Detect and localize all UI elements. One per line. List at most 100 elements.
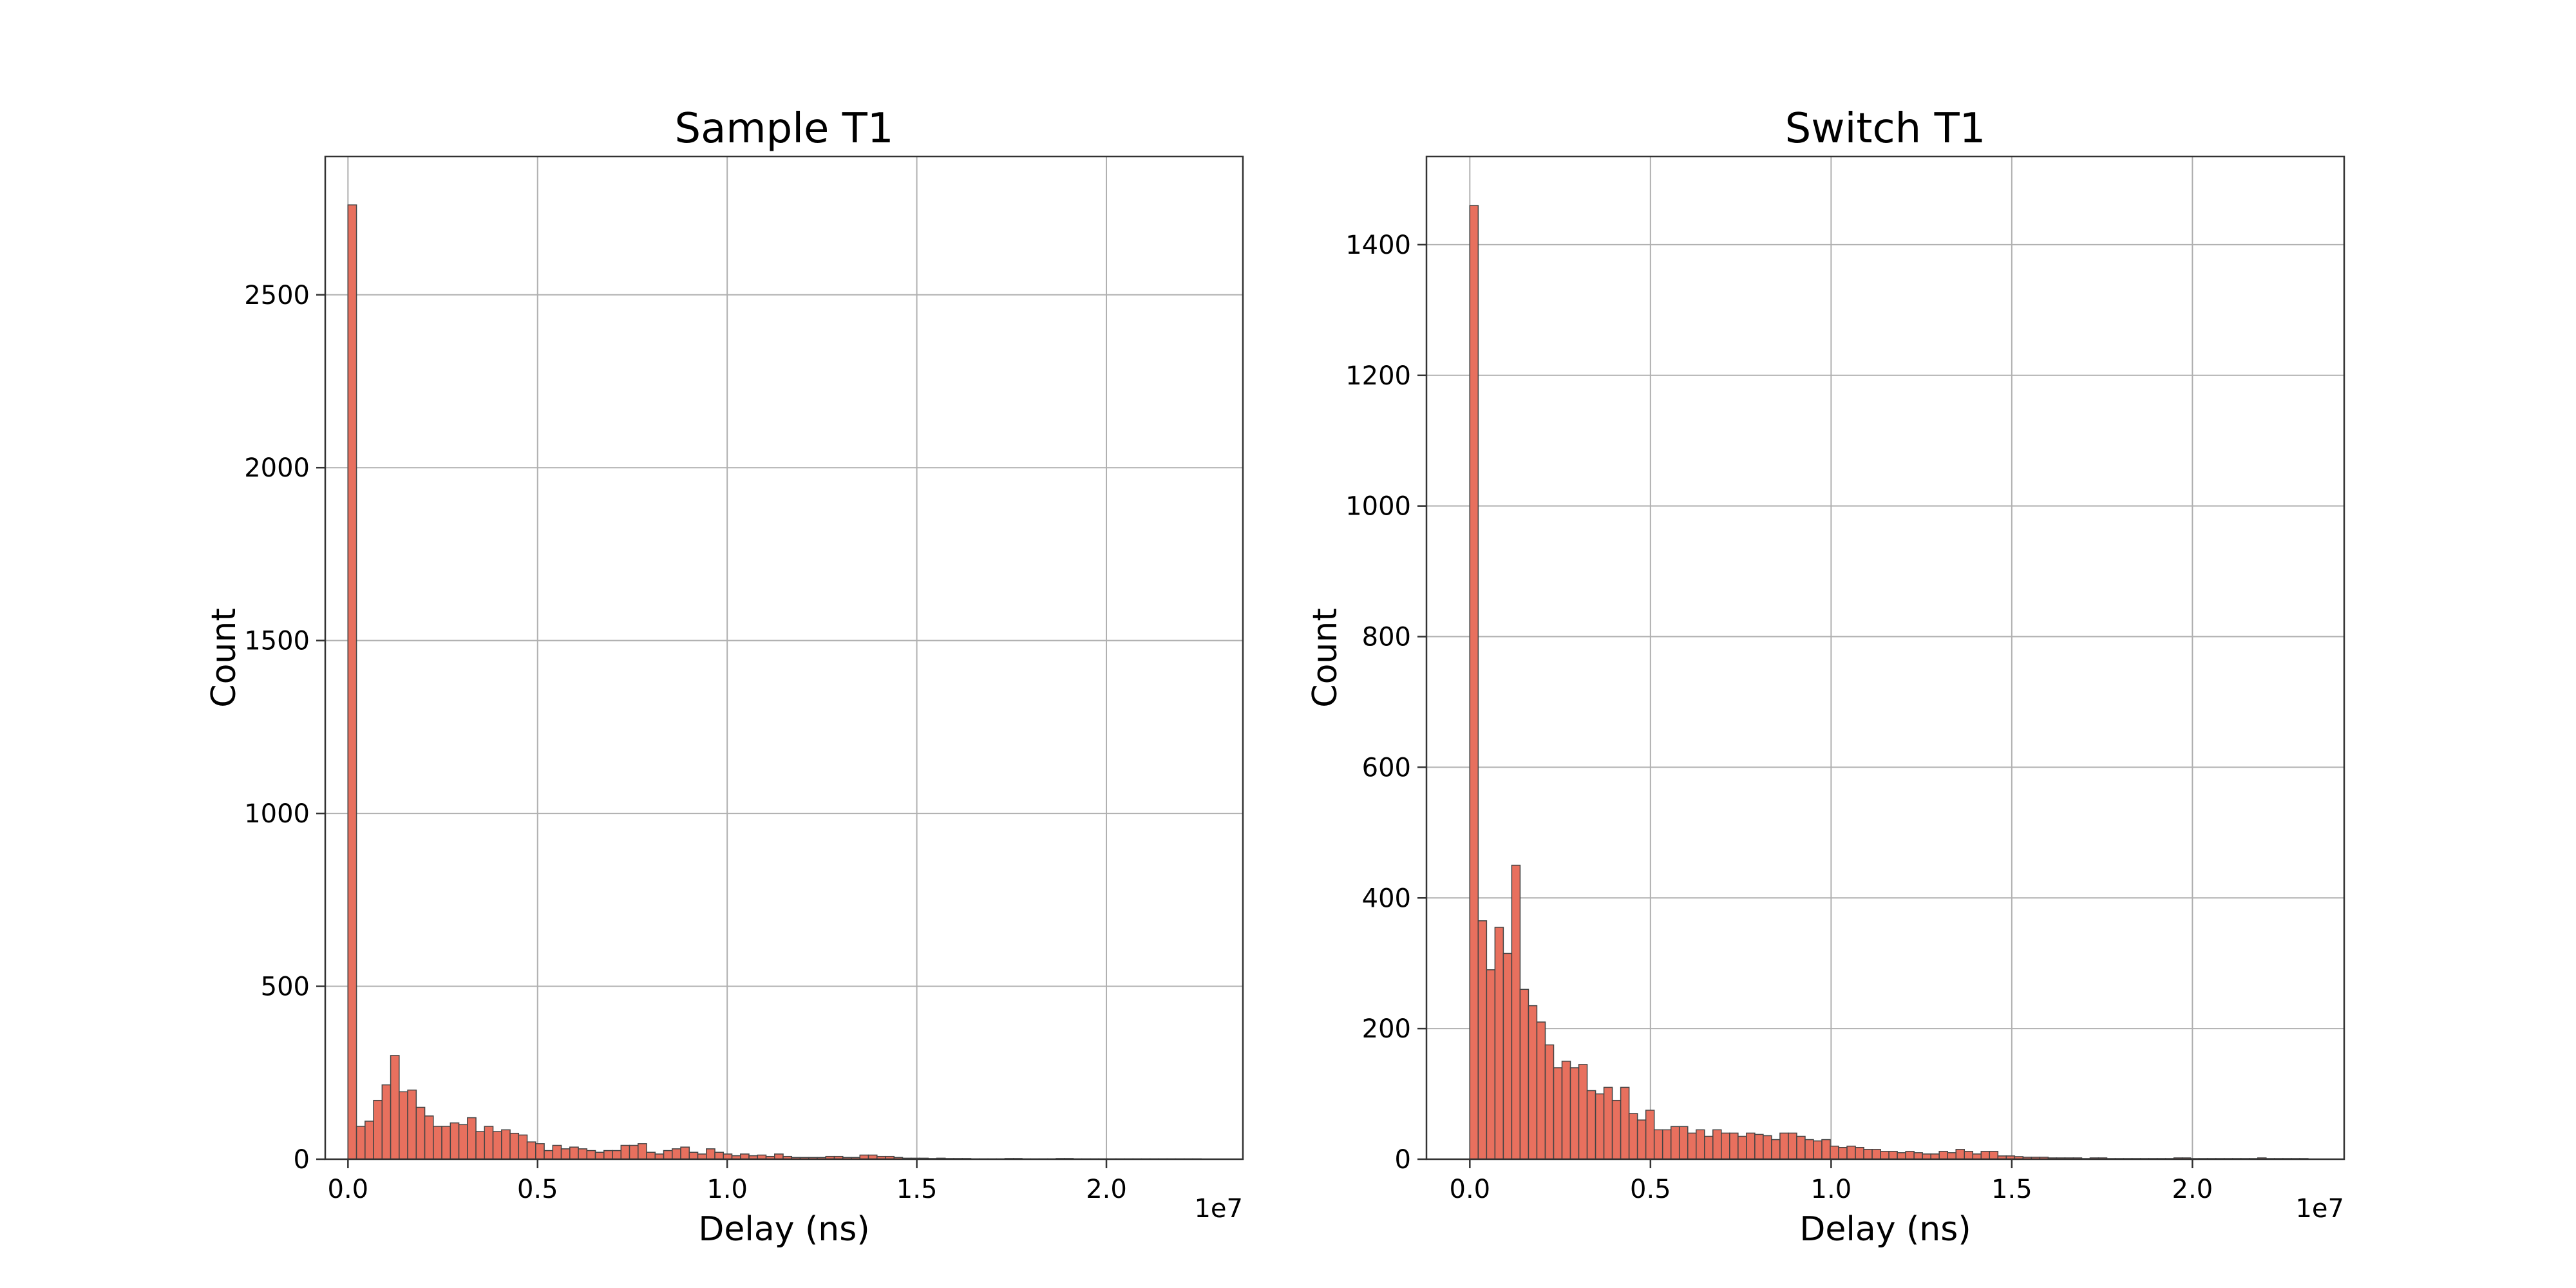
switch-t1-bar <box>1838 1146 1848 1160</box>
sample-t1-bar <box>450 1122 460 1160</box>
sample-t1-ytick-label: 500 <box>261 972 310 1002</box>
switch-t1-bar <box>1938 1151 1948 1160</box>
switch-t1-bar <box>1695 1129 1705 1160</box>
switch-t1-xtick-label: 1.5 <box>1991 1175 2032 1204</box>
switch-t1-ytick-label: 1200 <box>1345 361 1411 391</box>
switch-t1-bar <box>1678 1126 1689 1160</box>
switch-t1-ytick-label: 400 <box>1362 884 1411 913</box>
switch-t1-ytick-label: 600 <box>1362 753 1411 782</box>
sample-t1-bar <box>594 1151 605 1160</box>
switch-t1-xtick-label: 0.0 <box>1450 1175 1491 1204</box>
switch-t1-bar <box>1964 1151 1974 1160</box>
switch-t1-bar <box>1636 1119 1647 1160</box>
switch-t1-bar <box>1586 1090 1596 1160</box>
sample-t1-ytick-label: 2000 <box>244 453 310 483</box>
switch-t1-bar <box>1662 1129 1672 1160</box>
switch-t1-bar <box>1855 1146 1864 1160</box>
switch-t1-bar <box>1687 1132 1697 1160</box>
switch-t1-bar <box>1721 1132 1730 1160</box>
sample-t1-bar <box>484 1126 494 1160</box>
switch-t1-bar <box>1578 1064 1588 1160</box>
sample-t1-bar <box>646 1151 656 1160</box>
switch-t1-bar <box>1511 864 1521 1160</box>
switch-t1-bar <box>1779 1132 1789 1160</box>
switch-t1-bar <box>1980 1151 1991 1160</box>
sample-t1-bar <box>629 1144 639 1160</box>
switch-t1-bar <box>1528 1005 1538 1160</box>
sample-t1-bar <box>441 1126 451 1160</box>
sample-t1-ylabel: Count <box>205 608 243 707</box>
switch-t1-bar <box>1871 1149 1881 1160</box>
switch-t1-bar <box>1469 205 1479 1160</box>
chart-sample-t1: 0.0 0.5 1.0 1.5 2.0 0 500 1000 1500 2000 2500 Sampl… <box>205 105 1244 1249</box>
sample-t1-bar <box>458 1124 468 1160</box>
sample-t1-bar <box>390 1055 400 1160</box>
switch-t1-bar <box>1553 1067 1563 1160</box>
switch-t1-bar <box>1863 1149 1873 1160</box>
switch-t1-xtick-label: 0.5 <box>1630 1175 1671 1204</box>
switch-t1-bar <box>1645 1110 1655 1160</box>
switch-t1-bar <box>1704 1135 1714 1160</box>
switch-t1-bar <box>1830 1145 1839 1160</box>
sample-t1-bar <box>399 1091 408 1160</box>
sample-t1-axes-frame <box>324 155 1244 1160</box>
sample-t1-xtick-label: 0.5 <box>517 1175 558 1204</box>
switch-t1-xtick-label: 2.0 <box>2172 1175 2213 1204</box>
switch-t1-ytick-label: 800 <box>1362 623 1411 652</box>
sample-t1-bar <box>612 1150 622 1160</box>
sample-t1-bar <box>586 1150 596 1160</box>
switch-t1-bar <box>1905 1151 1915 1160</box>
switch-t1-bar <box>1897 1152 1906 1160</box>
sample-t1-bar <box>578 1148 588 1160</box>
sample-t1-ytick-label: 1500 <box>244 627 310 656</box>
switch-t1-bar <box>1821 1139 1831 1160</box>
switch-t1-bar <box>1947 1152 1956 1160</box>
sample-t1-bar <box>680 1146 690 1160</box>
sample-t1-bar <box>569 1146 579 1160</box>
switch-t1-bar <box>1502 952 1513 1160</box>
switch-t1-bar <box>1955 1149 1965 1160</box>
sample-t1-xtick-label: 1.5 <box>896 1175 938 1204</box>
switch-t1-bar <box>1494 927 1504 1160</box>
switch-t1-bar <box>1620 1086 1630 1160</box>
switch-t1-ytick-label: 0 <box>1395 1145 1411 1175</box>
sample-t1-bar <box>552 1144 562 1160</box>
switch-t1-bar <box>1628 1113 1638 1160</box>
sample-t1-bar <box>706 1148 715 1160</box>
switch-t1-x-offset-label: 1e7 <box>2295 1194 2344 1224</box>
sample-t1-x-offset-label: 1e7 <box>1194 1194 1243 1224</box>
sample-t1-ytick-label: 0 <box>294 1145 310 1175</box>
switch-t1-bar <box>1796 1135 1806 1160</box>
switch-t1-bar <box>1569 1067 1580 1160</box>
switch-t1-bar <box>1788 1132 1797 1160</box>
switch-t1-xlabel: Delay (ns) <box>1799 1210 1971 1249</box>
switch-t1-bar <box>1804 1139 1814 1160</box>
switch-t1-bar <box>1763 1135 1772 1160</box>
switch-t1-bar <box>1989 1151 1999 1160</box>
sample-t1-bar <box>407 1089 417 1160</box>
sample-t1-grid <box>325 156 1243 1160</box>
sample-t1-bar <box>714 1151 724 1160</box>
sample-t1-xtick-label: 1.0 <box>706 1175 748 1204</box>
switch-t1-bar <box>1746 1132 1756 1160</box>
sample-t1-bar <box>509 1132 520 1160</box>
switch-t1-ytick-label: 1000 <box>1345 492 1411 522</box>
sample-t1-bar <box>544 1150 554 1160</box>
sample-t1-xlabel: Delay (ns) <box>698 1210 869 1249</box>
sample-t1-bar <box>355 1126 366 1160</box>
sample-t1-bar <box>603 1150 613 1160</box>
sample-t1-xtick-label: 0.0 <box>328 1175 369 1204</box>
switch-t1-bar <box>1846 1145 1856 1160</box>
switch-t1-bar <box>1611 1099 1622 1160</box>
sample-t1-bar <box>347 204 357 1160</box>
sample-t1-bars <box>347 204 1202 1160</box>
switch-t1-bar <box>1486 969 1496 1160</box>
switch-t1-bar <box>1754 1133 1764 1160</box>
switch-t1-bar <box>1670 1126 1680 1160</box>
switch-t1-bar <box>1561 1061 1571 1160</box>
sample-t1-bar <box>424 1115 434 1160</box>
switch-t1-bar <box>1913 1152 1923 1160</box>
sample-t1-bar <box>381 1084 392 1160</box>
switch-t1-bar <box>1888 1151 1898 1160</box>
switch-t1-bar <box>1712 1129 1722 1160</box>
